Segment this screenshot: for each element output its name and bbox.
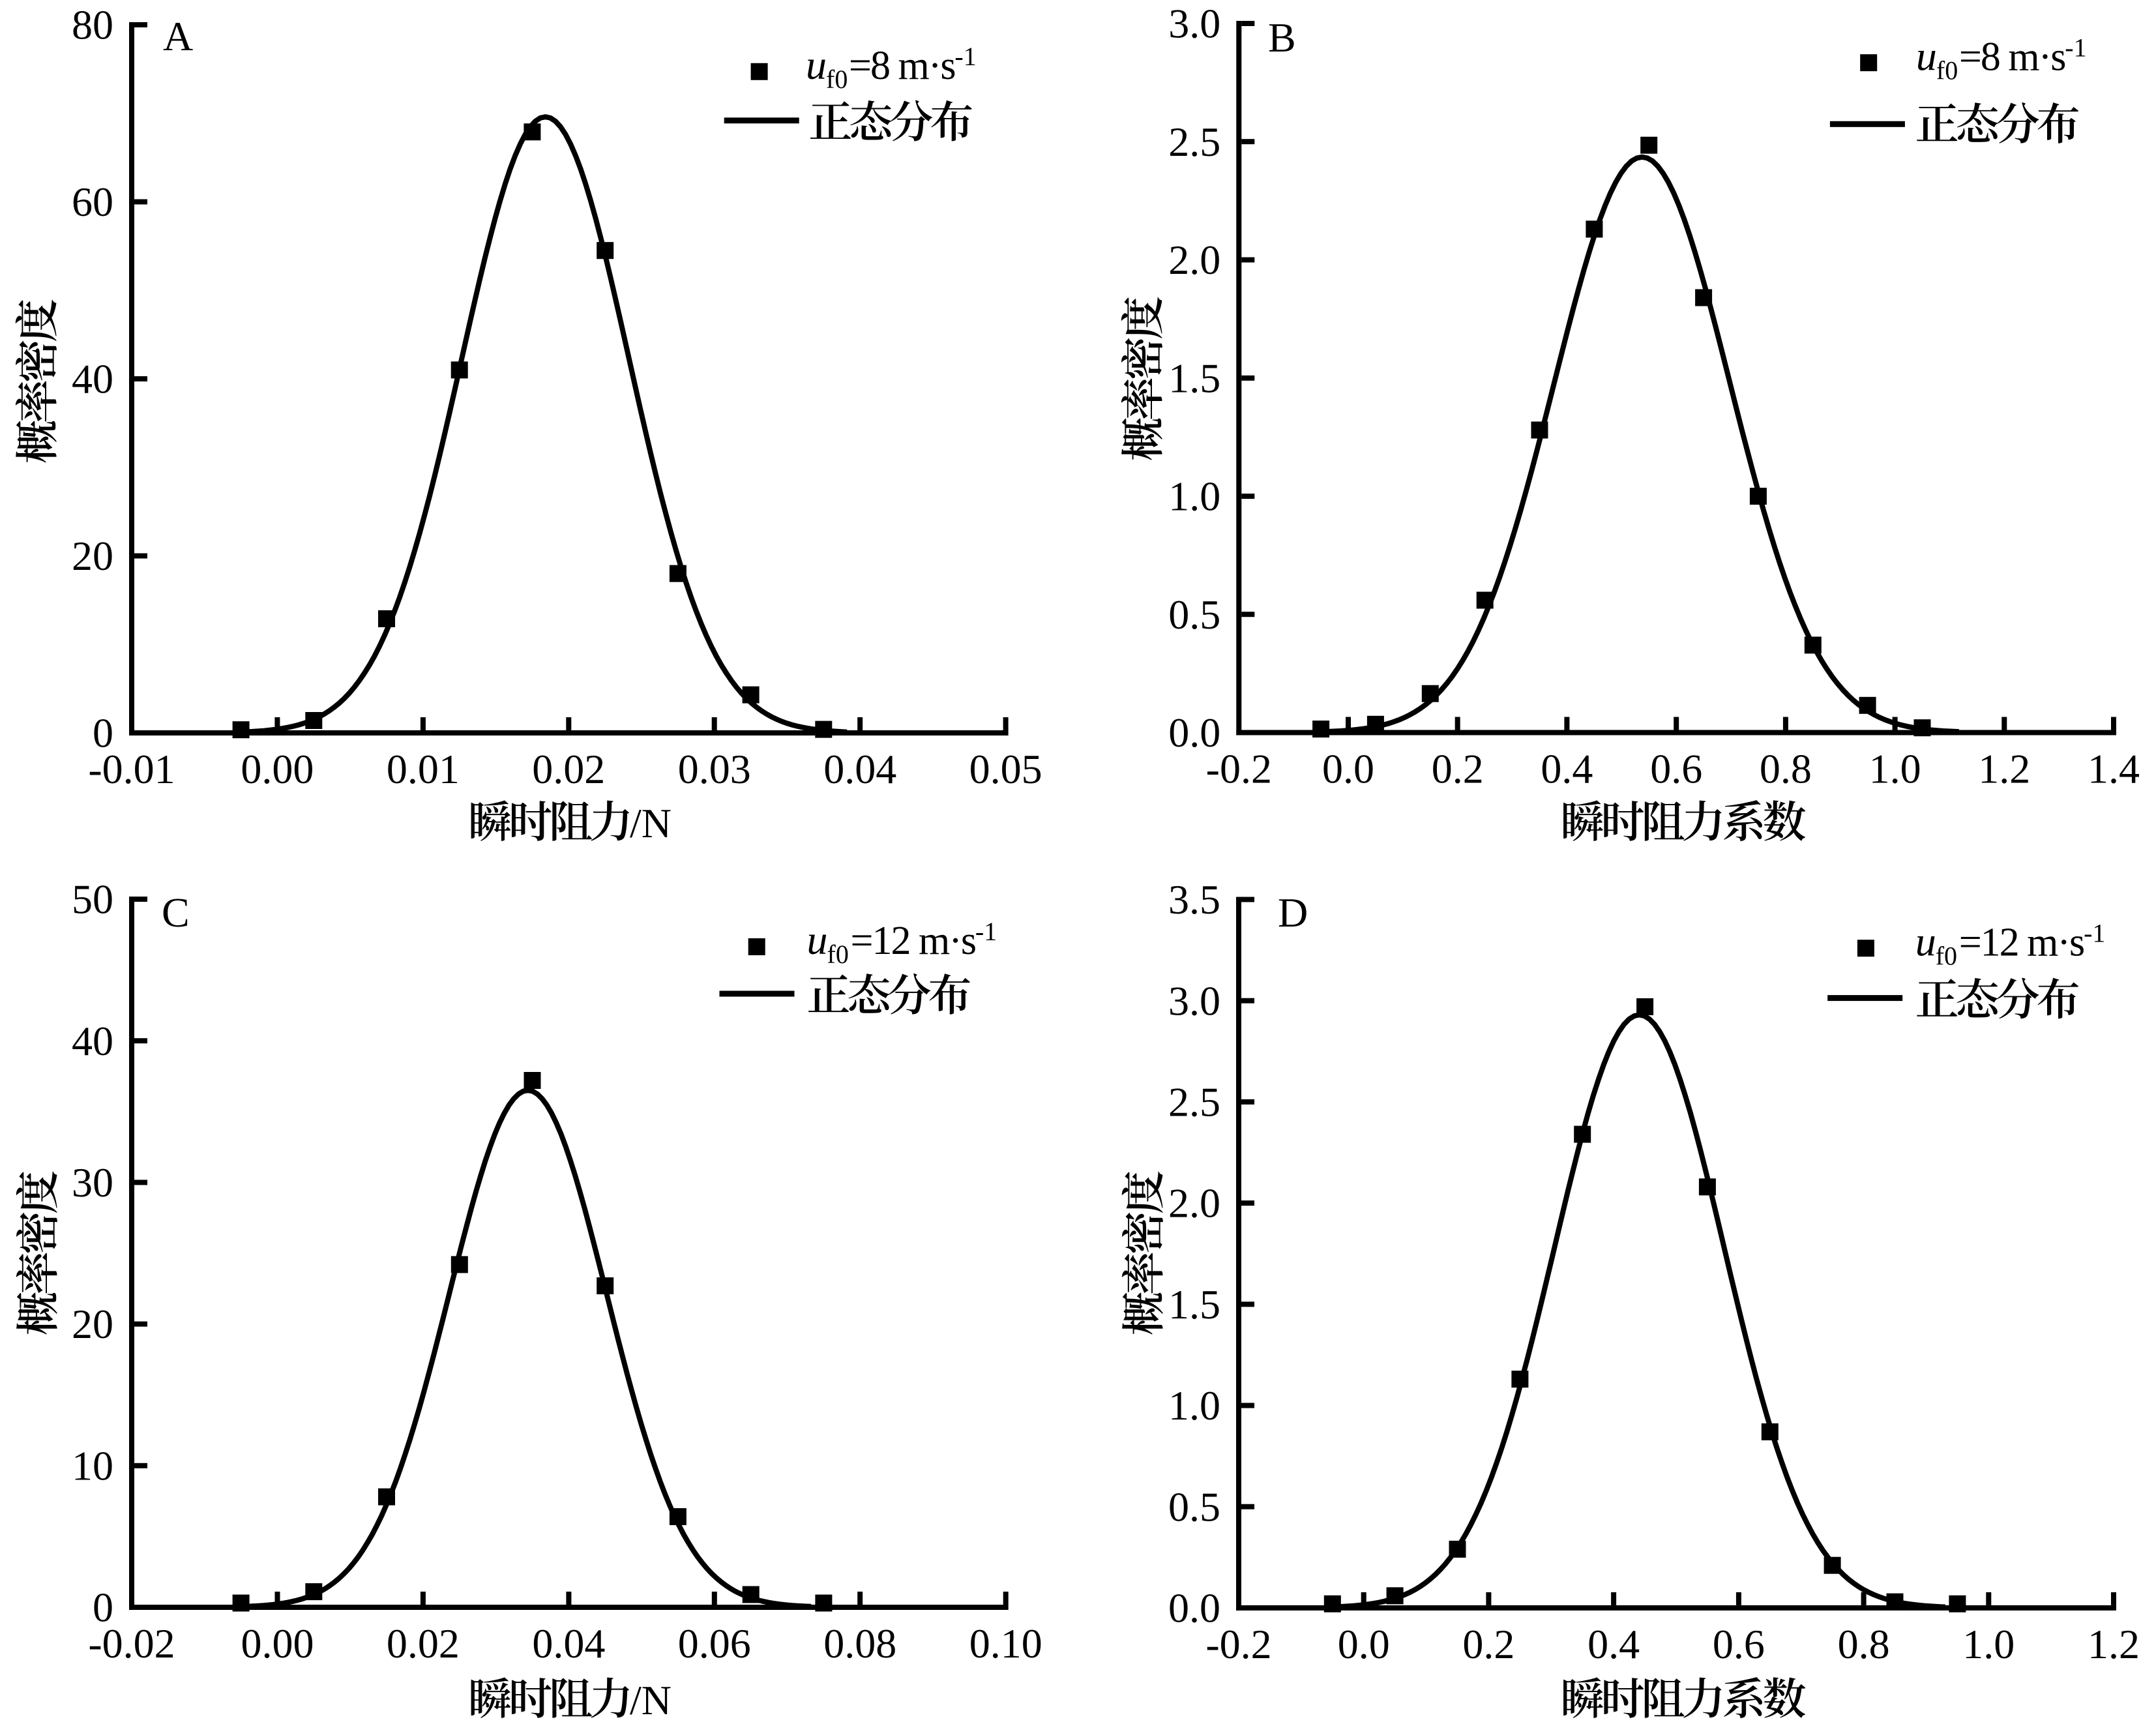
svg-text:f0: f0 [826,65,848,94]
svg-text:0.10: 0.10 [969,1620,1042,1667]
svg-text:-0.01: -0.01 [88,746,175,792]
svg-text:10: 10 [72,1442,113,1489]
svg-text:0.5: 0.5 [1168,591,1220,638]
svg-text:1.4: 1.4 [2088,746,2140,792]
svg-text:20: 20 [72,533,113,579]
svg-text:-0.2: -0.2 [1205,1621,1271,1667]
svg-text:-1: -1 [2065,33,2086,62]
svg-text:2.5: 2.5 [1168,1079,1220,1125]
svg-text:0.08: 0.08 [823,1620,896,1667]
svg-text:0.8: 0.8 [1760,746,1812,792]
svg-text:f0: f0 [1936,941,1957,970]
svg-text:0.4: 0.4 [1541,746,1593,792]
svg-text:=8 m·s: =8 m·s [1959,35,2065,79]
svg-text:2.0: 2.0 [1168,1180,1220,1226]
svg-text:0.0: 0.0 [1168,709,1220,756]
svg-text:0.0: 0.0 [1168,1585,1220,1631]
svg-text:u: u [1915,918,1936,964]
svg-text:0.00: 0.00 [241,746,314,792]
svg-text:=8 m·s: =8 m·s [849,44,954,88]
svg-text:0.8: 0.8 [1838,1621,1890,1667]
svg-text:0.5: 0.5 [1168,1483,1220,1530]
svg-text:0.05: 0.05 [969,746,1042,792]
svg-text:2.5: 2.5 [1168,119,1220,165]
svg-text:-1: -1 [975,917,997,946]
svg-text:0: 0 [93,1584,113,1631]
svg-text:=12 m·s: =12 m·s [851,919,975,963]
svg-text:3.0: 3.0 [1168,1,1220,47]
svg-text:A: A [163,13,193,59]
svg-text:1.0: 1.0 [1962,1621,2015,1667]
svg-text:C: C [162,889,190,936]
svg-text:60: 60 [72,179,113,225]
svg-text:-0.2: -0.2 [1206,746,1272,792]
svg-text:u: u [806,42,827,88]
svg-text:0.04: 0.04 [823,746,896,792]
svg-text:f0: f0 [827,940,849,969]
svg-text:0.03: 0.03 [678,746,751,792]
svg-text:/N: /N [630,1677,672,1723]
svg-text:-0.02: -0.02 [88,1620,175,1667]
svg-text:1.5: 1.5 [1168,1281,1220,1328]
svg-text:50: 50 [72,876,113,923]
svg-text:20: 20 [72,1301,113,1347]
svg-text:/N: /N [630,800,672,846]
svg-text:0.6: 0.6 [1713,1621,1765,1667]
svg-text:0.06: 0.06 [678,1620,751,1667]
svg-text:-1: -1 [954,42,976,71]
svg-text:D: D [1278,889,1308,936]
svg-text:3.0: 3.0 [1168,977,1220,1024]
svg-text:0: 0 [93,710,113,756]
svg-text:0.02: 0.02 [532,746,605,792]
svg-text:1.2: 1.2 [1978,746,2030,792]
svg-text:B: B [1268,14,1296,61]
svg-text:0.6: 0.6 [1650,746,1702,792]
svg-text:0.01: 0.01 [387,746,460,792]
svg-text:40: 40 [72,1018,113,1064]
svg-text:0.0: 0.0 [1338,1621,1390,1667]
svg-text:0.00: 0.00 [241,1620,314,1667]
svg-text:1.5: 1.5 [1168,355,1220,401]
svg-text:u: u [807,917,828,963]
svg-text:0.4: 0.4 [1587,1621,1640,1667]
svg-text:u: u [1916,33,1937,79]
svg-text:0.2: 0.2 [1462,1621,1514,1667]
svg-text:=12 m·s: =12 m·s [1959,920,2084,964]
svg-text:40: 40 [72,356,113,402]
svg-text:0.0: 0.0 [1322,746,1374,792]
svg-text:1.2: 1.2 [2088,1621,2140,1667]
svg-text:3.5: 3.5 [1168,876,1220,923]
svg-text:1.0: 1.0 [1168,473,1220,520]
svg-text:0.02: 0.02 [387,1620,460,1667]
svg-text:80: 80 [72,2,113,48]
svg-text:0.2: 0.2 [1432,746,1484,792]
svg-text:1.0: 1.0 [1869,746,1921,792]
svg-text:2.0: 2.0 [1168,237,1220,283]
svg-text:-1: -1 [2084,918,2105,947]
svg-text:f0: f0 [1936,55,1958,85]
svg-text:30: 30 [72,1159,113,1206]
svg-text:1.0: 1.0 [1168,1382,1220,1429]
svg-text:0.04: 0.04 [532,1620,605,1667]
